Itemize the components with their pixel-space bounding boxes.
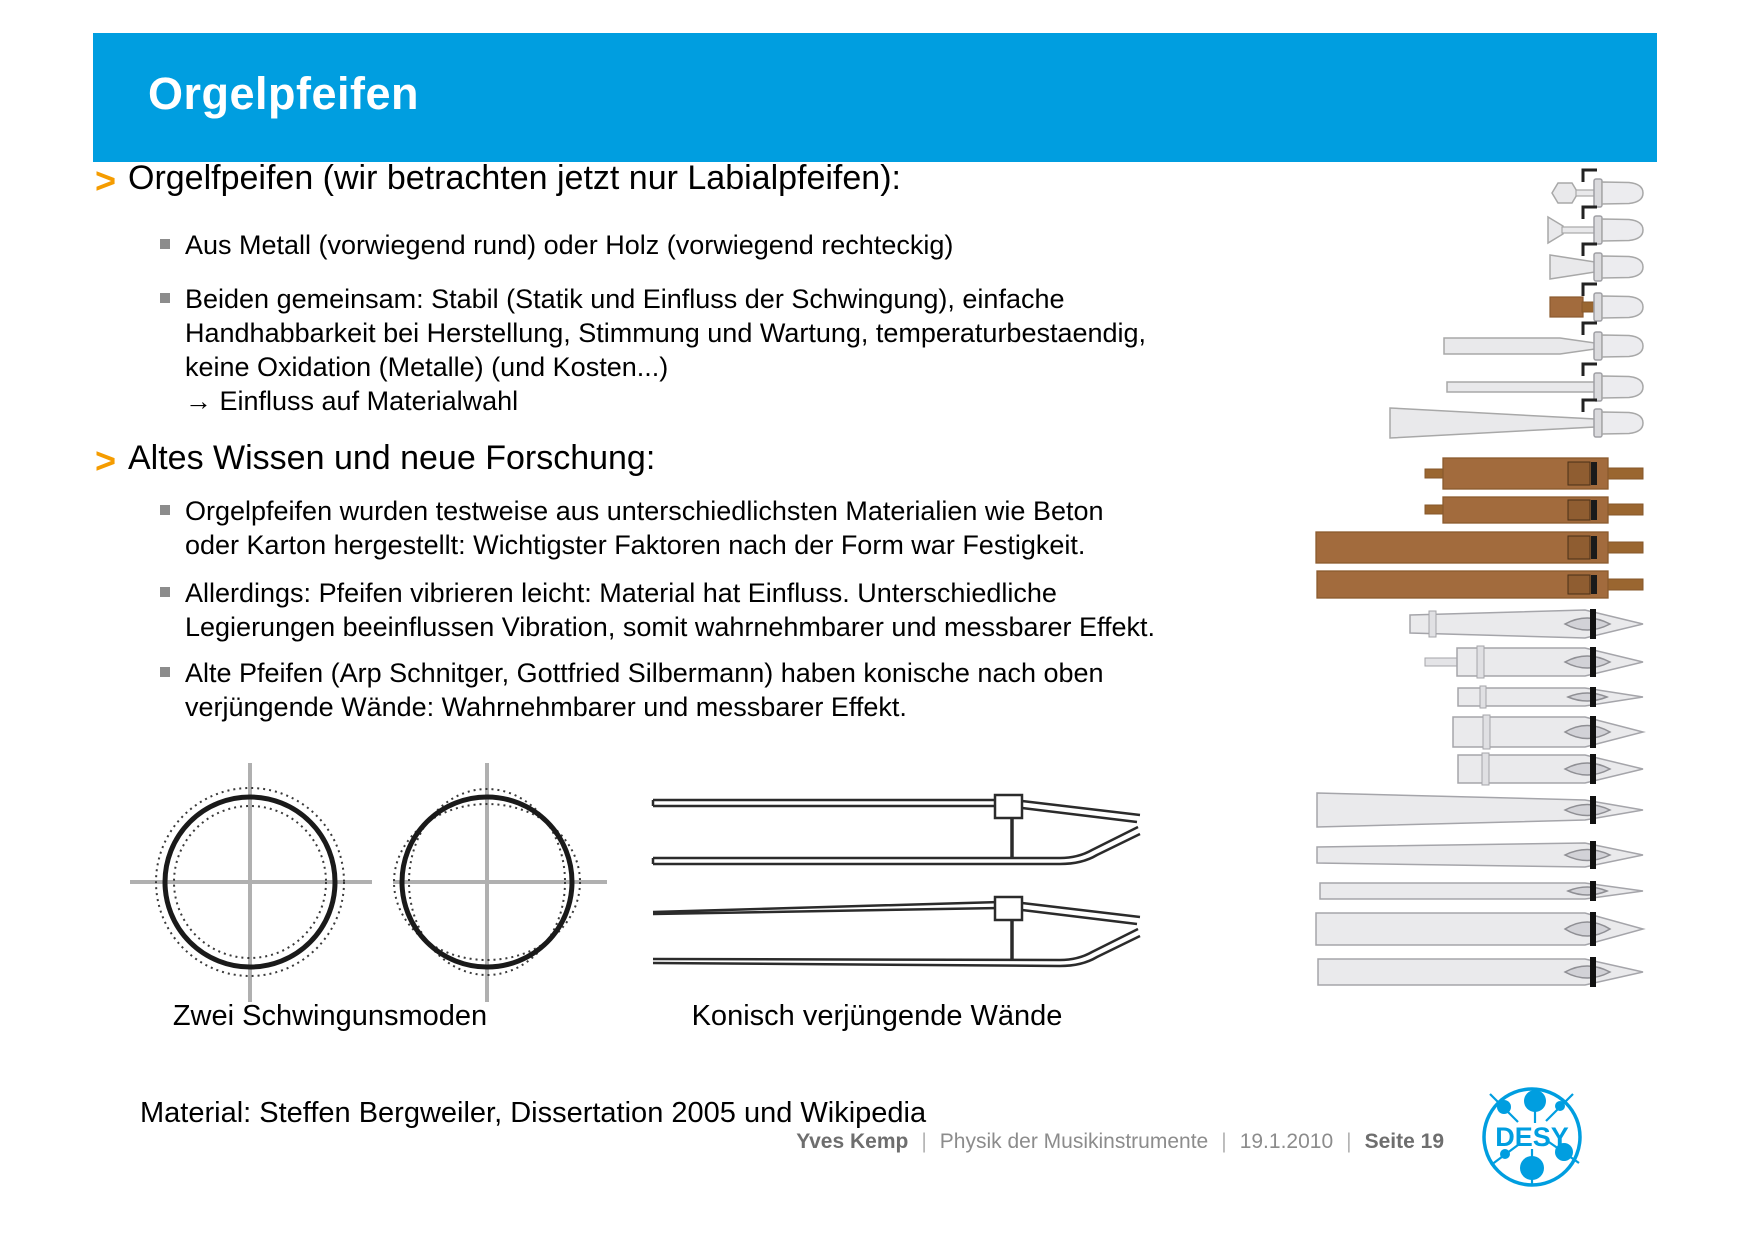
desy-logo: DESY xyxy=(1482,1087,1582,1187)
metal-flue-pipe xyxy=(1315,912,1646,946)
elliptical-mode-diagram xyxy=(393,763,607,1002)
section2-bullet2: Allerdings: Pfeifen vibrieren leicht: Ma… xyxy=(160,576,1155,644)
metal-flue-pipe xyxy=(1457,752,1644,786)
section2-bullet1: Orgelpfeifen wurden testweise aus unters… xyxy=(160,494,1104,562)
reed-pipe-cone-resonator xyxy=(1549,242,1645,283)
straight-wall-pipe-drawing xyxy=(651,793,1141,866)
wooden-flue-pipe xyxy=(1315,531,1644,564)
modes-caption: Zwei Schwingunsmoden xyxy=(172,1000,488,1032)
footer-date: 19.1.2010 xyxy=(1239,1130,1334,1153)
organ-pipes-panel xyxy=(1315,168,1646,987)
conical-walls-figure xyxy=(651,793,1141,968)
section2-bullet3: Alte Pfeifen (Arp Schnitger, Gottfried S… xyxy=(160,656,1104,724)
breathing-mode-diagram xyxy=(130,763,372,1002)
square-bullet-icon xyxy=(160,587,170,597)
bullet-text: Allerdings: Pfeifen vibrieren leicht: Ma… xyxy=(185,578,1156,642)
reed-pipe-trumpet-resonator xyxy=(1389,398,1645,439)
bullet-text: Alte Pfeifen (Arp Schnitger, Gottfried S… xyxy=(185,658,1104,722)
metal-flue-pipe xyxy=(1409,609,1644,639)
metal-flue-pipe xyxy=(1424,645,1644,679)
reed-pipe-hex-resonator xyxy=(1551,168,1645,209)
wooden-flue-pipe xyxy=(1424,457,1644,490)
section1-bullet1: Aus Metall (vorwiegend rund) oder Holz (… xyxy=(160,228,953,262)
title-bar xyxy=(93,33,1657,162)
source-line: Material: Steffen Bergweiler, Dissertati… xyxy=(140,1097,927,1129)
square-bullet-icon xyxy=(160,667,170,677)
footer-separator: | xyxy=(1221,1130,1227,1153)
vibration-modes-figure xyxy=(130,763,607,1002)
square-bullet-icon xyxy=(160,293,170,303)
metal-flue-pipe xyxy=(1317,957,1644,987)
footer-course: Physik der Musikinstrumente xyxy=(939,1130,1209,1153)
footer-separator: | xyxy=(921,1130,927,1153)
square-bullet-icon xyxy=(160,239,170,249)
section1-bullet2: Beiden gemeinsam: Stabil (Statik und Ein… xyxy=(160,282,1146,418)
slide-title: Orgelpfeifen xyxy=(148,68,420,119)
bullet-text: Aus Metall (vorwiegend rund) oder Holz (… xyxy=(185,230,954,260)
metal-flue-pipe xyxy=(1319,881,1644,901)
reed-pipe-thin-cylinder-resonator xyxy=(1446,362,1645,403)
tapered-wall-pipe-drawing xyxy=(652,895,1141,968)
metal-flue-pipe xyxy=(1452,714,1646,750)
metal-flue-pipe xyxy=(1316,792,1644,828)
desy-logo-text: DESY xyxy=(1495,1122,1569,1152)
footer-separator: | xyxy=(1346,1130,1352,1153)
bullet-text: Orgelpfeifen wurden testweise aus unters… xyxy=(185,496,1104,560)
conical-caption: Konisch verjüngende Wände xyxy=(691,1000,1063,1032)
metal-flue-pipe xyxy=(1316,841,1644,869)
footer-author: Yves Kemp xyxy=(796,1130,909,1153)
section2-heading: Altes Wissen und neue Forschung: xyxy=(128,439,656,477)
footer-page-number: Seite 19 xyxy=(1364,1130,1444,1153)
footer-meta: Yves Kemp | Physik der Musikinstrumente … xyxy=(796,1130,1444,1154)
metal-flue-pipe xyxy=(1457,685,1644,709)
bullet-text: Beiden gemeinsam: Stabil (Statik und Ein… xyxy=(185,284,1147,416)
section1-arrow-icon: > xyxy=(95,160,117,201)
square-bullet-icon xyxy=(160,505,170,515)
reed-pipe-wood-resonator xyxy=(1549,282,1645,323)
section1-heading: Orgelfpeifen (wir betrachten jetzt nur L… xyxy=(128,159,901,197)
wooden-flue-pipe xyxy=(1316,570,1644,599)
section2-arrow-icon: > xyxy=(95,440,117,481)
reed-pipe-cylinder-resonator xyxy=(1443,321,1645,362)
wooden-flue-pipe xyxy=(1424,496,1644,524)
reed-pipe-funnel-resonator xyxy=(1547,205,1645,246)
